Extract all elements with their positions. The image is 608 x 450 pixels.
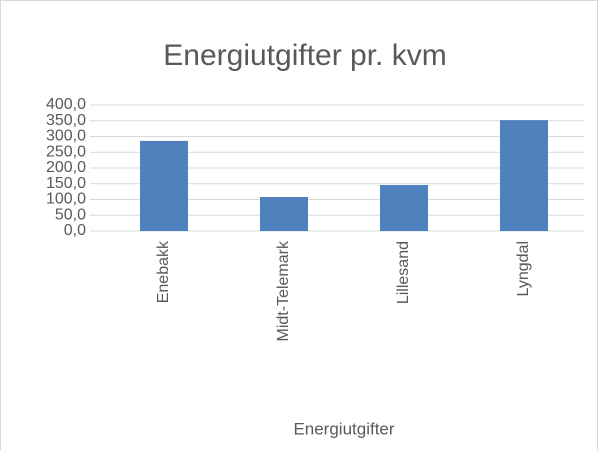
- y-tick-label: 350,0: [46, 112, 86, 129]
- y-tick-label: 150,0: [46, 175, 86, 192]
- bar: [260, 196, 308, 231]
- y-tick-label: 50,0: [55, 206, 86, 223]
- y-tick-label: 250,0: [46, 143, 86, 160]
- bar: [380, 185, 428, 231]
- y-tick-label: 200,0: [46, 159, 86, 176]
- x-tick-label: Lyngdal: [515, 241, 532, 296]
- bar: [140, 140, 188, 231]
- bar: [500, 120, 548, 231]
- y-tick-label: 300,0: [46, 128, 86, 145]
- y-tick-label: 100,0: [46, 191, 86, 208]
- x-tick-label: Lillesand: [395, 241, 412, 304]
- y-tick-label: 0,0: [64, 222, 86, 239]
- x-axis-title: Energiutgifter: [293, 419, 394, 438]
- y-tick-label: 400,0: [46, 96, 86, 113]
- x-tick-label: Enebakk: [155, 240, 172, 303]
- chart-title: Energiutgifter pr. kvm: [163, 39, 446, 72]
- x-tick-label: Midt-Telemark: [275, 240, 292, 341]
